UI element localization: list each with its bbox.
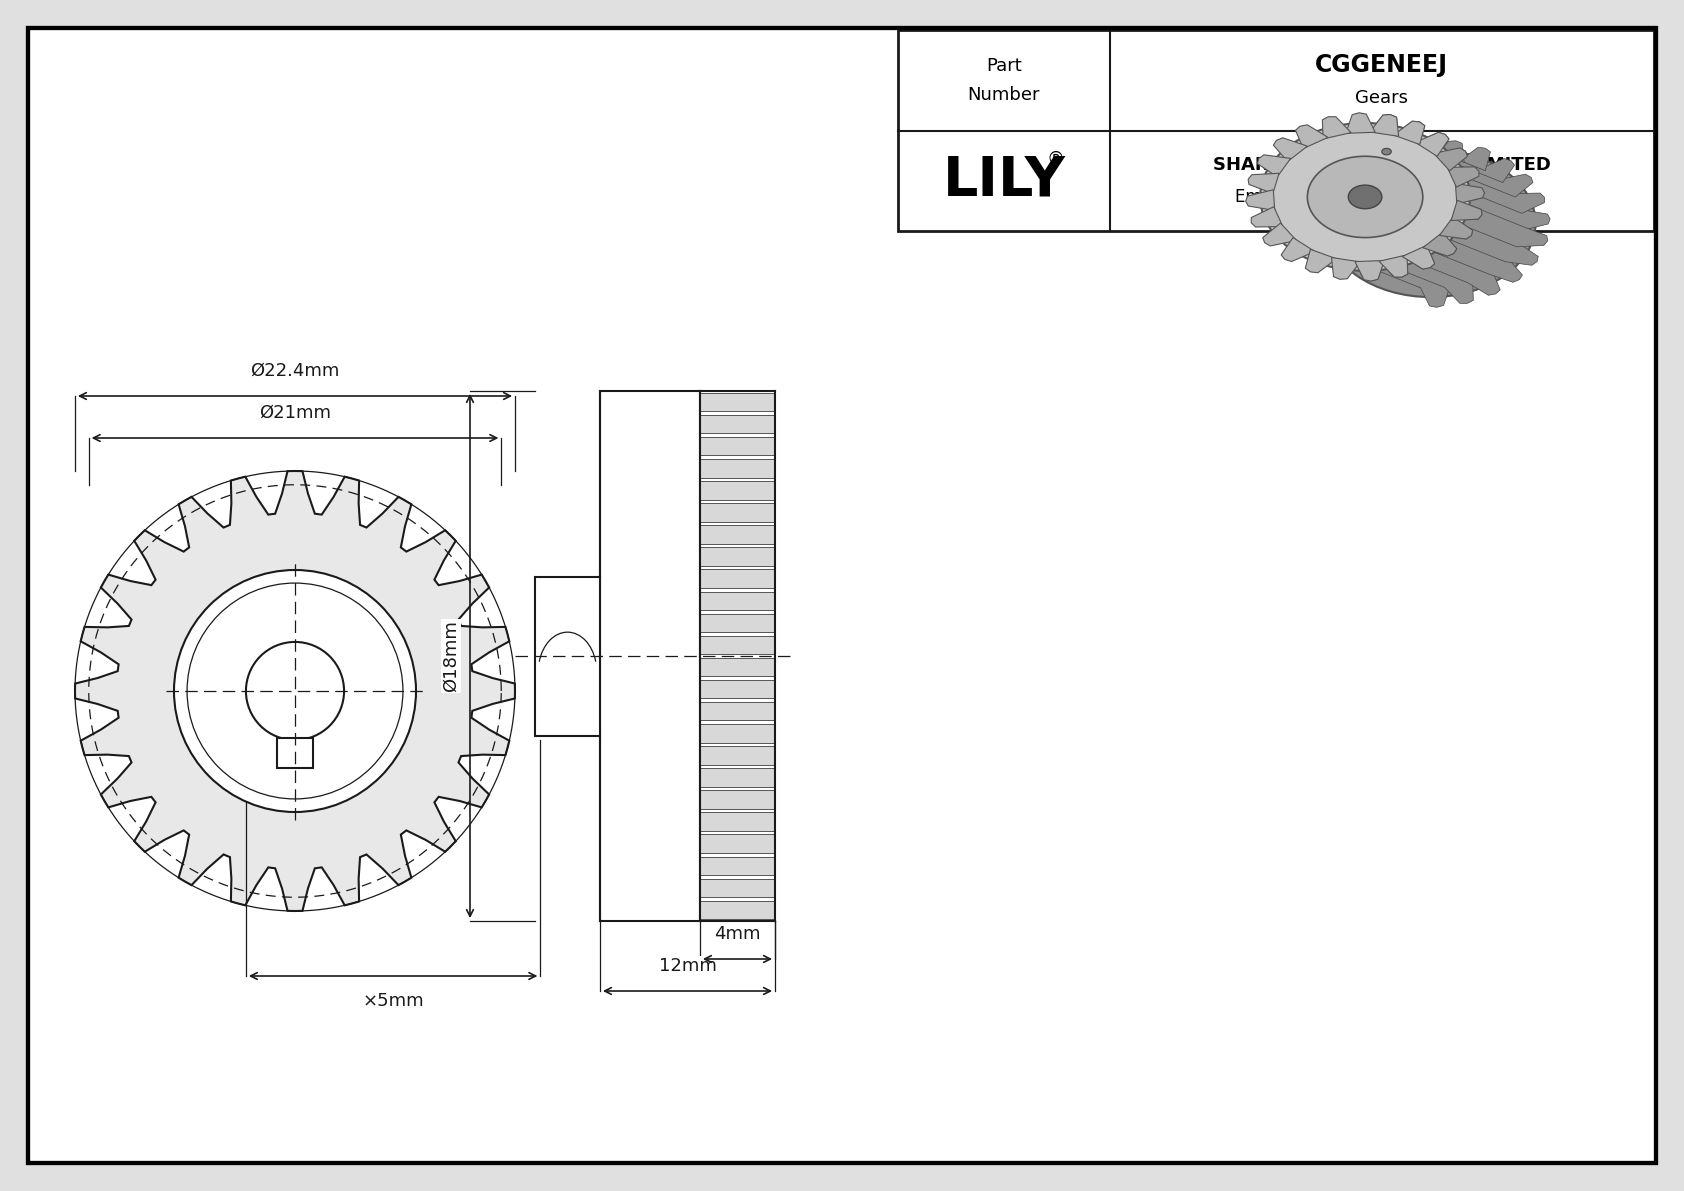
Polygon shape — [1381, 124, 1536, 297]
Polygon shape — [1394, 121, 1490, 170]
Polygon shape — [1251, 207, 1283, 227]
Bar — [701, 636, 775, 654]
Text: 4mm: 4mm — [714, 925, 761, 943]
Bar — [701, 393, 775, 411]
Polygon shape — [1452, 200, 1482, 220]
Bar — [701, 768, 775, 787]
Ellipse shape — [1383, 149, 1391, 155]
Polygon shape — [1379, 255, 1408, 278]
Polygon shape — [1394, 121, 1425, 144]
Text: Ø21mm: Ø21mm — [259, 404, 332, 422]
Ellipse shape — [1349, 185, 1383, 208]
Bar — [701, 613, 775, 632]
Polygon shape — [1332, 257, 1361, 280]
Polygon shape — [1273, 138, 1307, 162]
Polygon shape — [1295, 125, 1329, 149]
Polygon shape — [1455, 183, 1549, 230]
Polygon shape — [76, 470, 515, 911]
Polygon shape — [1369, 114, 1399, 136]
Polygon shape — [1356, 261, 1450, 307]
Bar — [701, 724, 775, 742]
Polygon shape — [1433, 148, 1532, 197]
Bar — [701, 459, 775, 478]
Text: Gears: Gears — [1356, 89, 1408, 107]
Polygon shape — [1322, 117, 1351, 139]
Bar — [701, 835, 775, 853]
Polygon shape — [1452, 200, 1548, 247]
Bar — [600, 391, 701, 921]
Text: SHANGHAI LILY BEARING LIMITED: SHANGHAI LILY BEARING LIMITED — [1212, 156, 1551, 174]
Text: CGGENEEJ: CGGENEEJ — [1315, 54, 1448, 77]
Polygon shape — [1433, 148, 1467, 170]
Polygon shape — [1423, 232, 1522, 282]
Polygon shape — [1423, 232, 1457, 256]
Polygon shape — [1403, 245, 1500, 295]
Bar — [701, 525, 775, 544]
Bar — [701, 879, 775, 897]
Polygon shape — [1356, 261, 1384, 281]
Bar — [701, 856, 775, 875]
Bar — [701, 701, 775, 721]
Text: LILY: LILY — [943, 154, 1066, 207]
Circle shape — [173, 570, 416, 812]
Bar — [701, 592, 775, 610]
Bar — [701, 746, 775, 765]
Polygon shape — [1415, 132, 1514, 182]
Bar — [701, 481, 775, 500]
Bar — [701, 548, 775, 566]
Bar — [701, 657, 775, 676]
Polygon shape — [1447, 167, 1544, 213]
Bar — [701, 503, 775, 522]
Circle shape — [246, 642, 344, 740]
Text: Email: lilybearing@lily-bearing.com: Email: lilybearing@lily-bearing.com — [1234, 188, 1529, 206]
Polygon shape — [1403, 245, 1435, 269]
Bar — [701, 812, 775, 831]
Polygon shape — [1346, 113, 1376, 133]
Polygon shape — [1379, 255, 1474, 304]
Polygon shape — [1282, 237, 1315, 262]
Bar — [536, 576, 600, 736]
Polygon shape — [1455, 183, 1485, 204]
Polygon shape — [1447, 167, 1479, 187]
Polygon shape — [1369, 114, 1463, 162]
Bar — [701, 437, 775, 455]
Bar — [701, 791, 775, 809]
Bar — [701, 680, 775, 698]
Text: Part
Number: Part Number — [968, 57, 1041, 104]
Text: Ø18mm: Ø18mm — [441, 621, 460, 692]
Text: Ø22.4mm: Ø22.4mm — [251, 362, 340, 380]
Polygon shape — [1248, 173, 1280, 194]
Bar — [701, 900, 775, 919]
Polygon shape — [1258, 155, 1290, 176]
Text: ×5mm: ×5mm — [362, 992, 424, 1010]
Polygon shape — [1305, 249, 1337, 273]
Polygon shape — [1263, 223, 1297, 245]
Bar — [278, 738, 313, 768]
Ellipse shape — [1260, 123, 1470, 270]
Bar — [701, 569, 775, 588]
Text: 12mm: 12mm — [658, 958, 716, 975]
Text: ®: ® — [1047, 150, 1064, 168]
Bar — [701, 414, 775, 434]
Circle shape — [187, 584, 402, 799]
Polygon shape — [1440, 217, 1474, 239]
Bar — [898, 30, 1654, 231]
Ellipse shape — [1325, 149, 1536, 297]
Polygon shape — [1246, 189, 1275, 211]
Ellipse shape — [1307, 156, 1423, 237]
Polygon shape — [1440, 217, 1537, 266]
Polygon shape — [1415, 132, 1448, 156]
